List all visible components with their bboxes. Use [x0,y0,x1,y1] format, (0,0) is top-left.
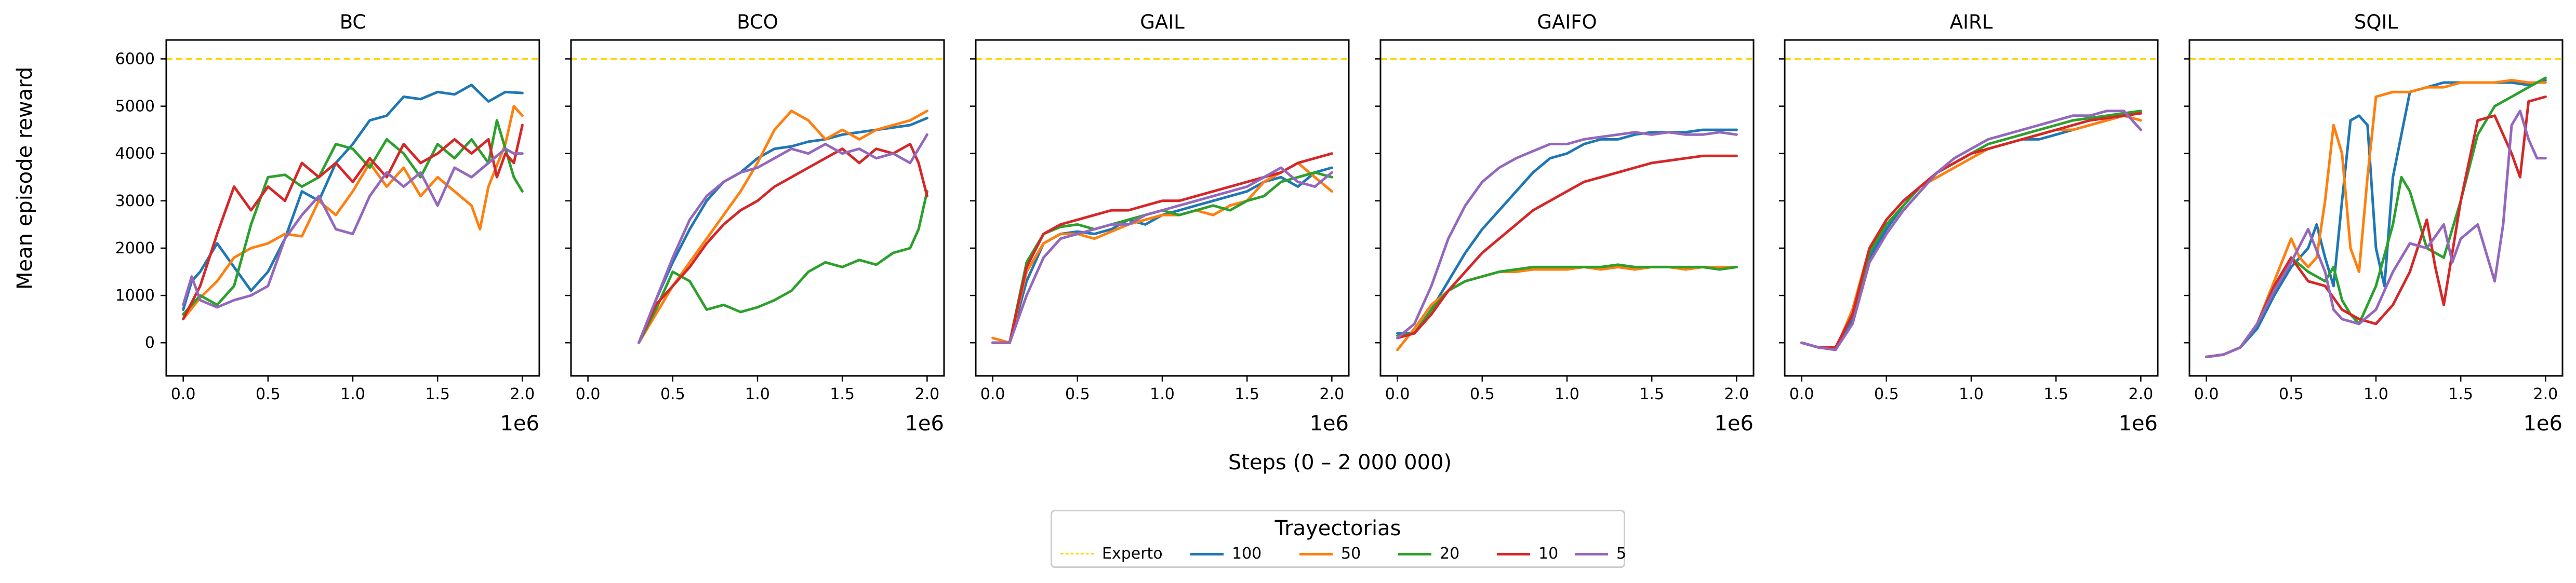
y-axis-label: Mean episode reward [13,66,37,290]
series-line-20 [638,190,928,344]
legend-label: 5 [1616,545,1627,563]
legend-swatch [1497,553,1530,555]
x-offset-text: 1e6 [1714,412,1754,436]
legend-swatch [1575,553,1608,555]
y-tick-label: 0 [145,334,155,352]
series-line-10 [1396,154,1738,340]
series-line-5 [1396,131,1738,340]
legend-swatch [1190,553,1224,555]
x-tick-label: 0.0 [171,385,196,403]
series-line-100 [182,84,524,311]
series-line-10 [2205,95,2547,358]
series-line-5 [182,147,524,309]
axes-frame [975,39,1350,377]
legend-items: Experto 100 50 20 10 5 [1060,544,1626,564]
x-tick-label: 2.0 [2533,385,2558,403]
series-line-50 [991,161,1333,344]
y-tick-label: 5000 [115,98,155,116]
legend-label: 20 [1440,545,1460,563]
x-tick-label: 1.0 [1555,385,1579,403]
series-line-5 [2205,110,2547,358]
x-tick-label: 1.5 [2043,385,2068,403]
y-tick-label: 3000 [115,192,155,210]
legend-swatch [1299,553,1333,555]
x-tick-label: 2.0 [510,385,535,403]
x-tick-label: 1.5 [830,385,855,403]
x-offset-text: 1e6 [2118,412,2158,436]
y-tick-label: 2000 [115,239,155,257]
panel-title: GAIL [1140,11,1185,33]
series-line-10 [991,152,1333,344]
x-tick-label: 1.5 [425,385,450,403]
x-tick-label: 1.0 [1959,385,1984,403]
x-offset-text: 1e6 [905,412,944,436]
series-line-20 [182,119,524,316]
legend-swatch [1398,553,1431,555]
x-tick-label: 2.0 [1320,385,1345,403]
series-line-20 [2205,76,2547,358]
series-line-50 [182,105,524,321]
axes-frame [1784,39,2159,377]
series-line-5 [638,133,928,344]
legend: Trayectorias Experto 100 50 20 10 5 [1051,510,1626,568]
legend-title: Trayectorias [1274,517,1401,540]
x-tick-label: 1.0 [745,385,770,403]
x-tick-label: 0.5 [1065,385,1090,403]
legend-label: 50 [1341,545,1361,563]
x-tick-label: 0.0 [1385,385,1410,403]
x-tick-label: 1.5 [1234,385,1259,403]
x-tick-label: 0.0 [980,385,1005,403]
series-line-100 [1396,128,1738,335]
axes-frame [1379,39,1755,377]
x-tick-label: 0.5 [2279,385,2304,403]
x-tick-label: 0.5 [1874,385,1899,403]
x-offset-text: 1e6 [2523,412,2562,436]
x-tick-label: 0.5 [256,385,281,403]
y-tick-label: 6000 [115,50,155,68]
legend-label: 100 [1232,545,1262,563]
panel-title: AIRL [1950,11,1993,33]
x-tick-label: 2.0 [915,385,940,403]
series-line-50 [2205,79,2547,358]
x-tick-label: 1.0 [2363,385,2388,403]
series-line-5 [991,166,1333,344]
series-line-5 [1800,110,2142,351]
panel-title: BCO [737,11,778,33]
series-line-20 [1396,263,1738,337]
x-tick-label: 0.0 [1789,385,1814,403]
panel-title: SQIL [2354,11,2398,33]
legend-label: 10 [1538,545,1559,563]
panel-title: GAIFO [1537,11,1597,33]
x-tick-label: 0.5 [1470,385,1495,403]
series-line-10 [1800,112,2142,349]
series-line-100 [2205,79,2547,358]
x-tick-label: 0.0 [2194,385,2219,403]
axes-frame [2188,39,2564,377]
panel-title: BC [340,11,366,33]
x-tick-label: 1.5 [1639,385,1664,403]
series-line-100 [991,166,1333,344]
x-tick-label: 2.0 [1724,385,1749,403]
series-line-10 [182,124,524,321]
x-offset-text: 1e6 [1309,412,1349,436]
x-tick-label: 1.0 [1150,385,1175,403]
legend-label: Experto [1102,545,1163,563]
x-offset-text: 1e6 [500,412,539,436]
y-tick-label: 1000 [115,287,155,305]
x-tick-label: 0.5 [660,385,685,403]
y-tick-label: 4000 [115,145,155,163]
x-tick-label: 1.5 [2448,385,2473,403]
legend-swatch [1060,553,1094,554]
series-line-50 [638,110,928,344]
x-tick-label: 0.0 [576,385,601,403]
x-tick-label: 2.0 [2129,385,2154,403]
x-tick-label: 1.0 [340,385,365,403]
axes-frame [570,39,945,377]
x-axis-label: Steps (0 – 2 000 000) [1228,451,1452,474]
